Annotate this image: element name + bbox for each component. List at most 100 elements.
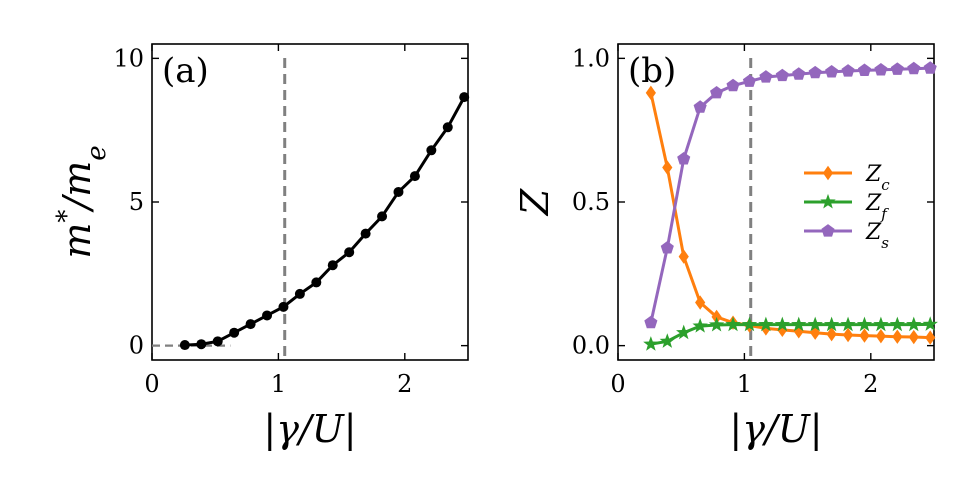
legend-label: Zs <box>865 220 889 252</box>
data-point <box>826 326 837 342</box>
data-point <box>311 277 322 288</box>
data-point <box>393 186 404 197</box>
data-point <box>644 315 658 329</box>
data-point <box>360 228 371 239</box>
data-point <box>643 336 659 351</box>
data-point <box>229 327 240 338</box>
data-point <box>842 327 854 343</box>
data-point <box>692 318 708 333</box>
legend-marker <box>822 165 834 181</box>
y-tick-label: 0.0 <box>572 332 610 360</box>
data-point <box>925 330 936 345</box>
data-point <box>856 316 873 332</box>
data-point <box>889 316 906 332</box>
series-mass <box>179 92 470 351</box>
y-axis-label: Z <box>513 188 557 216</box>
axes-frame <box>617 43 935 361</box>
data-point <box>906 316 922 332</box>
data-point <box>645 85 656 101</box>
panel-a: 0 1 2 0 5 10 (a) |γ/U| m*/me <box>52 43 470 451</box>
data-point <box>442 122 453 133</box>
legend-label: Zc <box>865 162 890 194</box>
data-point <box>409 171 420 182</box>
data-point <box>212 336 223 347</box>
data-point <box>907 61 921 75</box>
data-point <box>841 64 855 77</box>
y-tick-label: 0 <box>129 332 144 360</box>
y-tick-label: 10 <box>113 44 144 72</box>
data-point <box>710 85 724 99</box>
data-point <box>859 328 870 343</box>
data-point <box>327 260 338 271</box>
data-point <box>923 61 937 74</box>
data-point <box>857 63 872 77</box>
data-point <box>662 160 673 175</box>
x-tick-label: 1 <box>737 370 752 398</box>
data-point <box>676 324 692 340</box>
data-point <box>459 92 470 103</box>
panel-label: (a) <box>162 51 209 91</box>
series-line <box>650 322 931 346</box>
data-point <box>294 288 305 299</box>
legend-label: Zf <box>865 191 889 223</box>
data-point <box>196 339 207 350</box>
x-tick-label: 1 <box>271 370 286 398</box>
data-point <box>262 310 273 321</box>
data-point <box>245 319 256 330</box>
data-point <box>278 301 289 312</box>
data-point <box>708 316 725 332</box>
series-z-c <box>645 85 936 345</box>
x-tick-label: 0 <box>144 370 159 398</box>
data-point <box>726 78 740 92</box>
x-axis-label: |γ/U| <box>729 407 822 451</box>
series-z-s <box>644 61 937 329</box>
data-point <box>825 64 839 78</box>
data-point <box>791 316 807 332</box>
data-point <box>775 68 789 82</box>
x-tick-label: 2 <box>863 370 878 398</box>
data-point <box>807 316 823 332</box>
y-axis-label: m*/me <box>52 145 112 258</box>
series-line <box>184 96 466 347</box>
x-tick-label: 0 <box>610 370 625 398</box>
data-point <box>377 211 388 222</box>
data-point <box>725 316 741 332</box>
axes-frame <box>151 43 469 361</box>
x-axis-label: |γ/U| <box>263 407 356 451</box>
data-point <box>759 70 773 83</box>
data-point <box>693 100 707 113</box>
y-tick-label: 1.0 <box>572 44 610 72</box>
data-point <box>875 328 887 344</box>
data-point <box>344 247 355 258</box>
data-point <box>695 295 706 310</box>
y-tick-label: 0.5 <box>572 188 610 216</box>
y-tick-label: 5 <box>129 188 144 216</box>
data-point <box>873 316 889 332</box>
x-tick-label: 2 <box>397 370 412 398</box>
data-point <box>874 62 888 76</box>
data-point <box>678 249 689 264</box>
data-point <box>890 62 904 75</box>
data-point <box>908 329 919 345</box>
data-point <box>677 152 691 165</box>
legend-marker <box>821 224 835 237</box>
data-point <box>660 241 674 254</box>
data-point <box>922 316 938 331</box>
data-point <box>659 333 675 348</box>
data-point <box>758 316 774 332</box>
data-point <box>823 316 840 332</box>
data-point <box>426 145 437 156</box>
data-point <box>840 316 856 332</box>
data-point <box>792 67 806 80</box>
data-point <box>808 65 822 79</box>
panel-label: (b) <box>628 51 676 91</box>
data-point <box>892 329 903 344</box>
data-point <box>179 340 190 351</box>
series-z-f <box>643 316 938 351</box>
data-point <box>774 316 791 332</box>
legend-marker <box>820 193 836 209</box>
